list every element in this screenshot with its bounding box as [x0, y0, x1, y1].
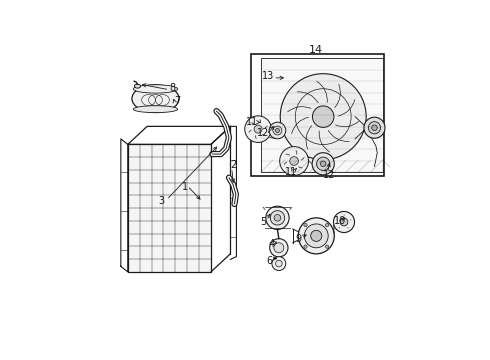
FancyArrowPatch shape [335, 84, 341, 108]
Circle shape [340, 218, 348, 226]
Circle shape [269, 122, 286, 139]
Circle shape [275, 260, 282, 267]
Text: 6: 6 [266, 256, 272, 266]
FancyArrowPatch shape [317, 81, 327, 103]
Circle shape [368, 122, 381, 134]
Text: 10: 10 [334, 216, 346, 226]
Text: 11: 11 [285, 167, 297, 177]
Circle shape [274, 215, 281, 221]
Circle shape [325, 245, 329, 248]
Circle shape [364, 117, 385, 138]
Circle shape [270, 211, 285, 225]
Circle shape [254, 125, 262, 133]
Ellipse shape [133, 85, 178, 93]
FancyArrowPatch shape [301, 157, 304, 160]
FancyArrowPatch shape [260, 120, 261, 123]
Circle shape [325, 224, 329, 227]
FancyArrowPatch shape [319, 131, 330, 152]
Text: 4: 4 [269, 239, 275, 249]
Text: 9: 9 [295, 234, 301, 244]
Circle shape [304, 224, 328, 248]
FancyArrowPatch shape [298, 167, 302, 168]
Text: 11: 11 [246, 117, 259, 127]
Circle shape [245, 116, 271, 143]
FancyArrowPatch shape [306, 126, 312, 149]
Text: 2: 2 [230, 160, 236, 170]
Circle shape [311, 230, 322, 242]
FancyArrowPatch shape [255, 136, 256, 139]
Circle shape [313, 106, 334, 127]
Circle shape [280, 74, 366, 159]
FancyArrowPatch shape [336, 121, 359, 127]
Circle shape [372, 125, 377, 131]
FancyArrowPatch shape [286, 154, 290, 155]
Circle shape [274, 243, 284, 253]
Circle shape [320, 161, 326, 167]
Circle shape [317, 157, 330, 170]
Circle shape [266, 206, 289, 229]
FancyArrowPatch shape [291, 168, 292, 171]
FancyArrowPatch shape [265, 126, 267, 128]
FancyArrowPatch shape [292, 117, 308, 134]
Text: 14: 14 [309, 45, 323, 55]
Bar [128, 144, 211, 272]
Text: 3: 3 [158, 196, 164, 206]
Text: 8: 8 [169, 82, 175, 93]
Text: 13: 13 [262, 72, 274, 81]
Circle shape [312, 153, 334, 175]
Circle shape [298, 218, 334, 254]
Circle shape [334, 211, 355, 233]
FancyArrowPatch shape [284, 162, 287, 165]
Ellipse shape [133, 106, 178, 113]
FancyArrowPatch shape [296, 150, 297, 154]
Ellipse shape [134, 84, 141, 88]
FancyArrowPatch shape [251, 123, 254, 124]
FancyArrowPatch shape [297, 92, 318, 103]
FancyArrowPatch shape [328, 131, 349, 141]
Ellipse shape [132, 85, 179, 112]
Text: 5: 5 [261, 217, 267, 227]
Circle shape [275, 129, 279, 132]
Circle shape [304, 245, 307, 248]
FancyArrowPatch shape [338, 100, 355, 116]
Bar [251, 54, 384, 176]
Circle shape [290, 157, 298, 165]
Circle shape [273, 126, 282, 135]
Text: 7: 7 [174, 96, 181, 107]
Circle shape [280, 147, 309, 175]
Text: 12: 12 [257, 128, 270, 138]
Bar [261, 58, 383, 172]
Circle shape [272, 257, 286, 270]
Text: 12: 12 [322, 170, 335, 180]
FancyArrowPatch shape [288, 107, 311, 112]
Circle shape [304, 224, 307, 227]
FancyArrowPatch shape [249, 130, 251, 132]
Circle shape [270, 239, 288, 257]
Text: 1: 1 [181, 183, 188, 192]
